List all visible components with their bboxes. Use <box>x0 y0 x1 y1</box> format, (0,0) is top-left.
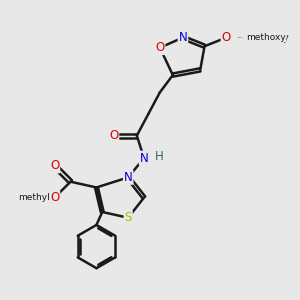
Text: methyl: methyl <box>19 193 50 202</box>
Text: methoxy: methoxy <box>246 33 286 42</box>
Text: methoxy: methoxy <box>238 37 244 38</box>
Text: S: S <box>124 211 132 224</box>
Text: O: O <box>50 191 59 204</box>
Text: N: N <box>140 152 148 165</box>
Text: methoxy: methoxy <box>246 33 289 43</box>
Text: O: O <box>155 41 164 54</box>
Text: N: N <box>178 31 187 44</box>
Text: O: O <box>50 159 59 172</box>
Text: O: O <box>109 129 119 142</box>
Text: N: N <box>124 171 133 184</box>
Text: H: H <box>155 150 164 163</box>
Text: O: O <box>221 31 231 44</box>
